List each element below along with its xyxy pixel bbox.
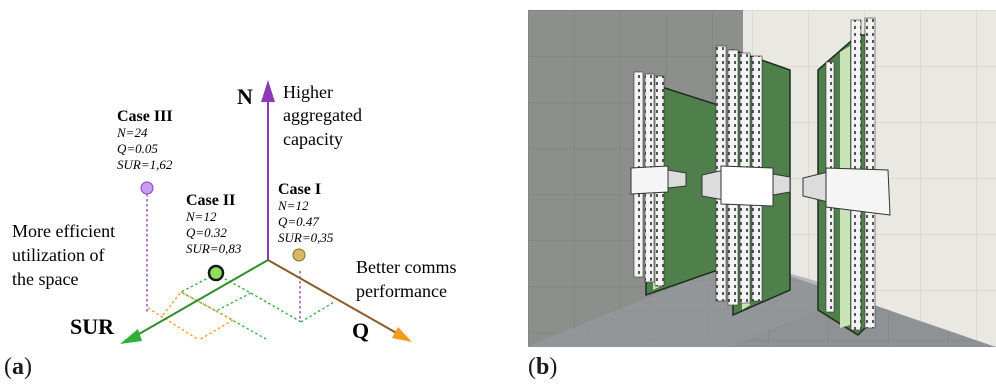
q-axis-caption-2: performance <box>356 281 447 301</box>
case-ii-n: N=12 <box>185 209 217 224</box>
case-i-n: N=12 <box>277 198 309 213</box>
box-right <box>825 167 891 216</box>
panel-b <box>528 10 996 347</box>
axes <box>120 80 412 344</box>
n-axis-arrowhead <box>261 80 275 102</box>
transceivers <box>630 165 891 216</box>
n-axis-caption-2: aggregated <box>283 105 362 125</box>
sur-axis <box>131 259 269 339</box>
case-i-title: Case I <box>278 181 321 198</box>
case-ii-title: Case II <box>186 192 235 209</box>
n-axis-caption-1: Higher <box>283 82 333 102</box>
case-ii: Case II N=12 Q=0.32 SUR=0,83 <box>185 192 242 282</box>
n-axis-label: N <box>237 84 253 109</box>
case-ii-sur: SUR=0,83 <box>186 241 242 256</box>
q-axis-arrowhead <box>392 327 412 342</box>
case-ii-marker <box>207 264 225 282</box>
case-ii-q: Q=0.32 <box>186 225 227 240</box>
case-iii-n: N=24 <box>116 125 148 140</box>
case-iii-q: Q=0.05 <box>117 141 158 156</box>
box-left-lens <box>667 169 687 189</box>
panel-a: N Higher aggregated capacity SUR More ef… <box>4 80 456 380</box>
panel-b-label: (b) <box>528 354 558 380</box>
sur-axis-caption-3: the space <box>12 269 78 289</box>
sur-axis-arrowhead <box>120 329 142 344</box>
case-i-q: Q=0.47 <box>278 214 319 229</box>
case-i-sur: SUR=0,35 <box>278 230 334 245</box>
panel-a-label: (a) <box>4 354 32 380</box>
box-middle-lens-right <box>772 173 791 196</box>
case-i: Case I N=12 Q=0.47 SUR=0,35 <box>277 181 334 262</box>
sur-axis-caption-1: More efficient <box>12 221 115 241</box>
n-axis-caption-3: capacity <box>283 129 343 149</box>
case-iii-marker <box>140 181 154 195</box>
case-i-marker <box>292 248 306 262</box>
sur-axis-label: SUR <box>70 314 115 339</box>
tradeoff-diagram: N Higher aggregated capacity SUR More ef… <box>12 80 456 344</box>
q-axis-label: Q <box>352 318 369 343</box>
rack-render <box>528 10 996 347</box>
case-iii-sur: SUR=1,62 <box>117 157 173 172</box>
box-left <box>630 165 669 195</box>
case-iii-title: Case III <box>117 108 173 125</box>
q-axis-caption-1: Better comms <box>356 257 456 277</box>
floor-projections <box>146 194 335 341</box>
sur-axis-caption-2: utilization of <box>12 245 104 265</box>
q-axis <box>267 259 401 336</box>
box-middle <box>720 165 774 207</box>
case-iii: Case III N=24 Q=0.05 SUR=1,62 <box>116 108 173 195</box>
